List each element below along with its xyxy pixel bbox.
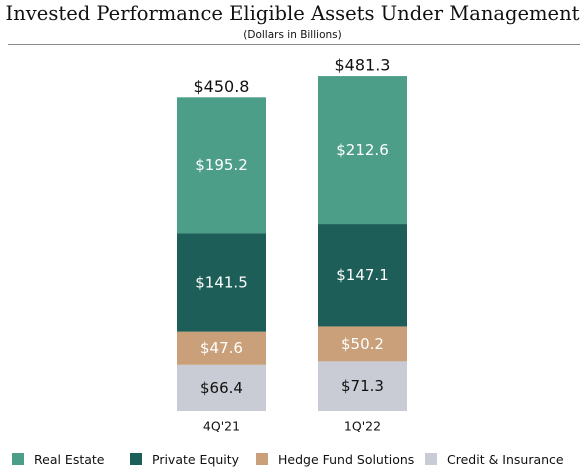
x-tick-label-4q21: 4Q'21 bbox=[203, 419, 240, 434]
data-label-private-equity-1q22: $147.1 bbox=[336, 266, 389, 284]
data-label-real-estate-1q22: $212.6 bbox=[336, 141, 389, 159]
bar-segment-real-estate-1q22 bbox=[318, 76, 407, 225]
data-label-credit-insurance-1q22: $71.3 bbox=[341, 377, 384, 395]
bar-segment-hedge-fund-solutions-4q21 bbox=[177, 331, 266, 365]
legend-item-hedge-fund-solutions: Hedge Fund Solutions bbox=[256, 446, 414, 472]
total-label-1q22: $481.3 bbox=[335, 56, 391, 75]
chart-subtitle: (Dollars in Billions) bbox=[243, 29, 342, 41]
bar-segment-private-equity-4q21 bbox=[177, 233, 266, 332]
data-label-private-equity-4q21: $141.5 bbox=[195, 273, 248, 291]
legend-item-private-equity: Private Equity bbox=[130, 446, 239, 472]
legend-swatch-private-equity bbox=[130, 453, 142, 465]
bar-segment-credit-insurance-4q21 bbox=[177, 364, 266, 411]
legend-label-hedge-fund-solutions: Hedge Fund Solutions bbox=[278, 451, 415, 467]
bar-segment-hedge-fund-solutions-1q22 bbox=[318, 326, 407, 362]
stacked-bar-chart: $66.4 $47.6 $141.5 $195.2 $450.8 4Q'21 $71.3 $5… bbox=[177, 56, 407, 434]
data-label-hedge-fund-solutions-4q21: $47.6 bbox=[200, 339, 243, 357]
legend-label-real-estate: Real Estate bbox=[34, 451, 105, 467]
bar-segment-credit-insurance-1q22 bbox=[318, 361, 407, 411]
legend-swatch-hedge-fund-solutions bbox=[256, 453, 268, 465]
total-label-4q21: $450.8 bbox=[194, 77, 250, 96]
data-label-credit-insurance-4q21: $66.4 bbox=[200, 379, 243, 397]
data-label-hedge-fund-solutions-1q22: $50.2 bbox=[341, 335, 384, 353]
legend-swatch-real-estate bbox=[12, 453, 24, 465]
data-label-real-estate-4q21: $195.2 bbox=[195, 156, 248, 174]
x-tick-label-1q22: 1Q'22 bbox=[344, 419, 381, 434]
chart-legend: Real Estate Private Equity Hedge Fund So… bbox=[0, 446, 585, 472]
title-divider bbox=[8, 44, 580, 45]
legend-label-private-equity: Private Equity bbox=[152, 451, 240, 467]
chart-title: Invested Performance Eligible Assets Und… bbox=[5, 2, 580, 25]
legend-item-credit-insurance: Credit & Insurance bbox=[425, 446, 564, 472]
bar-segment-real-estate-4q21 bbox=[177, 97, 266, 234]
legend-swatch-credit-insurance bbox=[425, 453, 437, 465]
legend-label-credit-insurance: Credit & Insurance bbox=[447, 451, 564, 467]
legend-item-real-estate: Real Estate bbox=[12, 446, 104, 472]
bar-segment-private-equity-1q22 bbox=[318, 224, 407, 327]
